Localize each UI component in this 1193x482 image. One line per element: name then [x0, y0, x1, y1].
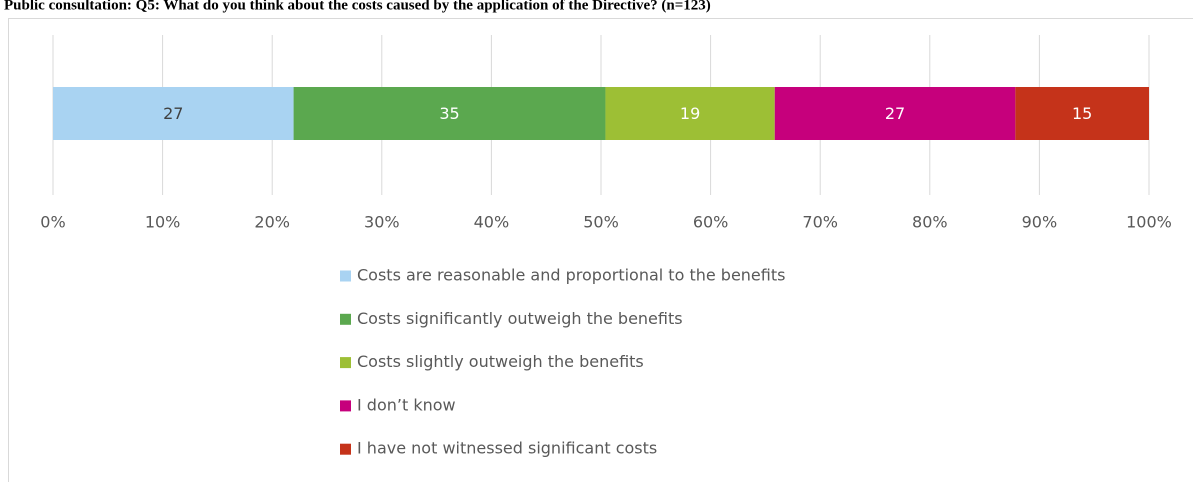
bar-segment: [1015, 87, 1149, 140]
x-tick-label: 0%: [40, 213, 65, 232]
chart-title: Public consultation: Q5: What do you thi…: [4, 0, 711, 13]
legend-label: I have not witnessed significant costs: [357, 439, 657, 458]
bar-segment: [293, 87, 606, 140]
x-tick-label: 10%: [145, 213, 181, 232]
data-label: 15: [1072, 104, 1092, 123]
data-label: 27: [885, 104, 905, 123]
legend-label: Costs significantly outweigh the benefit…: [357, 309, 683, 328]
x-tick-label: 70%: [802, 213, 838, 232]
data-label: 19: [680, 104, 700, 123]
x-tick-label: 80%: [912, 213, 948, 232]
x-tick-label: 30%: [364, 213, 400, 232]
legend-swatch: [340, 443, 351, 455]
legend-label: Costs slightly outweigh the benefits: [357, 352, 644, 371]
legend-swatch: [340, 400, 351, 412]
bar-segment: [774, 87, 1016, 140]
data-label: 35: [439, 104, 459, 123]
x-tick-label: 90%: [1022, 213, 1058, 232]
x-tick-label: 40%: [474, 213, 510, 232]
bar-segment: [53, 87, 294, 140]
x-tick-label: 100%: [1126, 213, 1172, 232]
x-tick-label: 60%: [693, 213, 729, 232]
legend-label: I don’t know: [357, 395, 456, 414]
x-tick-label: 50%: [583, 213, 619, 232]
x-tick-label: 20%: [254, 213, 290, 232]
legend-swatch: [340, 313, 351, 325]
legend-swatch: [340, 270, 351, 282]
data-label: 27: [163, 104, 183, 123]
legend-swatch: [340, 357, 351, 369]
bar-segment: [605, 87, 775, 140]
legend-label: Costs are reasonable and proportional to…: [357, 266, 785, 285]
